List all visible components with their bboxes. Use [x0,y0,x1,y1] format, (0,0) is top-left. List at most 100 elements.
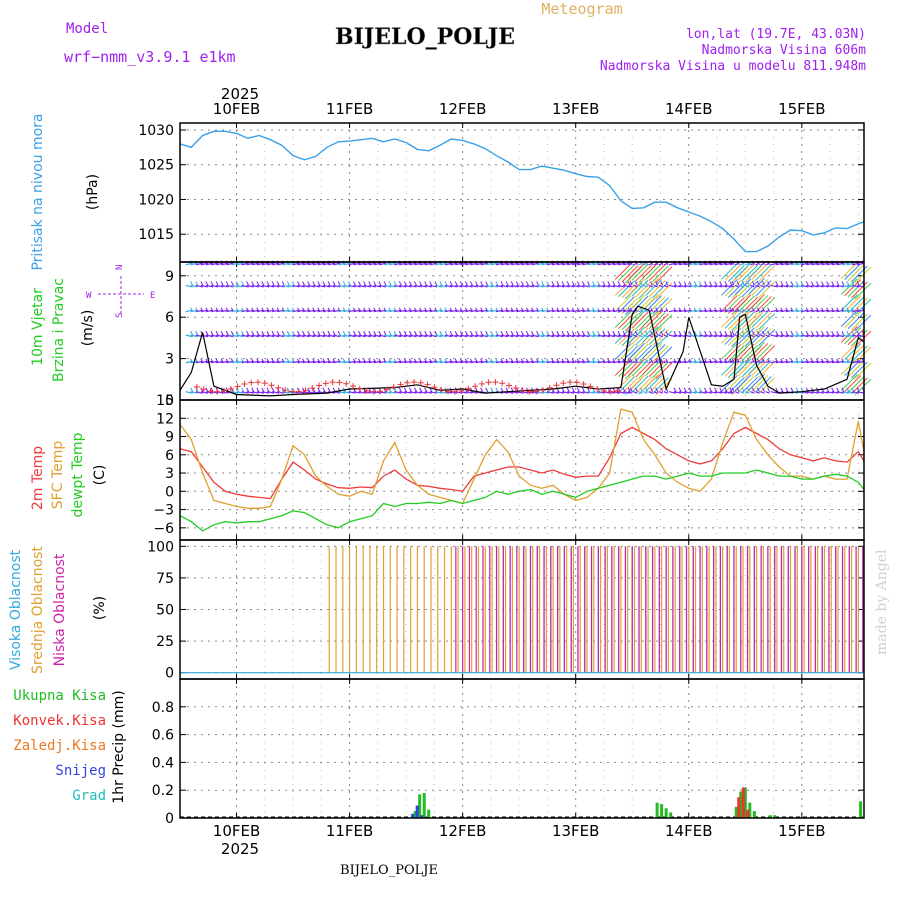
wind-arrow [721,294,738,312]
wind-barb [648,334,653,338]
wind-arrow [641,294,659,311]
wind-barb [307,281,311,286]
wind-arrow [738,295,755,313]
wind-barb [810,387,814,392]
wind-arrow [727,281,745,298]
temp-2m-label: 2m Temp [30,446,46,510]
wind-barb [800,281,804,286]
wind-barb [373,334,382,338]
wind-barb [490,387,494,392]
wind-arrow [655,298,673,316]
y-tick-label: 1020 [138,192,174,208]
wind-barb [399,284,407,288]
y-tick-label: 100 [147,539,174,555]
wind-barb [629,307,633,312]
mid-cloud-label: Srednja Oblacnost [30,546,46,674]
wind-barb [841,330,845,336]
wind-barb [271,387,275,392]
wind-barb [511,284,519,288]
wind-barb [572,284,580,288]
wind-barb [348,284,356,288]
wind-barb [678,281,682,286]
wind-arrow [741,360,759,378]
wind-barb [210,334,219,338]
wind-barb [851,387,855,392]
wind-barb [643,391,648,394]
wind-barb [389,391,397,394]
wind-barb [751,387,755,392]
wind-barb [271,281,275,286]
wind-barb [327,281,331,286]
wind-barb [757,281,760,286]
wind-barb [551,387,555,392]
wind-barb [638,334,643,338]
wind-barb [757,358,760,363]
wind-barb [826,391,834,394]
wind-barb [582,334,590,338]
wind-barb [785,281,789,286]
wind-arrow [748,373,765,391]
wind-barb [266,391,275,394]
y-tick-label: 1030 [138,123,174,139]
wind-barb [286,330,290,336]
wind-barb [465,334,473,338]
wind-barb [746,281,750,286]
wind-arrow [655,330,673,348]
wind-barb [221,334,229,338]
wind-barb [368,330,372,336]
total-precip-bar [422,792,426,818]
wind-barb [200,391,209,394]
wind-barb [673,284,682,288]
wind-arrow [618,360,635,378]
wind-barb [439,284,448,288]
wind-arrow [645,295,663,312]
wind-barb [236,334,244,338]
wind-barb [698,281,702,286]
wind-gust-mark [383,386,390,393]
wind-barb [322,387,326,392]
wind-arrow [721,262,738,280]
wind-barb [261,387,265,392]
wind-gust-mark [505,382,512,389]
wind-barb [709,281,713,286]
wind-barb [790,281,794,286]
wind-gust-mark [207,388,214,395]
legend-total-precip: Ukupna Kisa [13,688,106,704]
wind-arrow [635,360,652,378]
wind-barb [516,284,524,288]
wind-barb [515,330,519,336]
wind-barb [684,284,692,288]
wind-arrow [628,262,646,280]
wind-barb [256,387,260,392]
model-name: wrf−nmm_v3.9.1 e1km [64,48,236,66]
wind-gust-mark [438,386,445,393]
lonlat-label: lon,lat (19.7E, 43.03N) [686,27,866,42]
wind-barb [307,284,315,288]
wind-barb [648,284,653,288]
wind-barb [668,391,677,394]
wind-barb [694,334,702,338]
wind-arrow [758,345,776,362]
wind-barb [363,284,371,288]
wind-barb [836,387,840,392]
wind-gust-mark [587,383,594,390]
wind-barb [765,334,770,338]
wind-barb [567,334,575,338]
y-tick-label: 3 [165,352,174,368]
wind-barb [510,330,514,336]
wind-arrow [851,361,868,379]
wind-barb [261,334,270,338]
wind-gust-mark [390,384,397,391]
wind-barb [220,281,224,286]
wind-arrow [847,280,865,298]
wind-barb [302,284,310,288]
wind-barb [655,358,659,363]
y-tick-label: 0.8 [152,700,174,716]
wind-barb [841,391,850,394]
wind-barb [760,284,765,288]
wind-barb [185,334,193,338]
wind-arrow [751,278,769,296]
wind-barb [592,391,600,394]
wind-arrow [721,326,738,344]
wind-barb [714,334,722,338]
